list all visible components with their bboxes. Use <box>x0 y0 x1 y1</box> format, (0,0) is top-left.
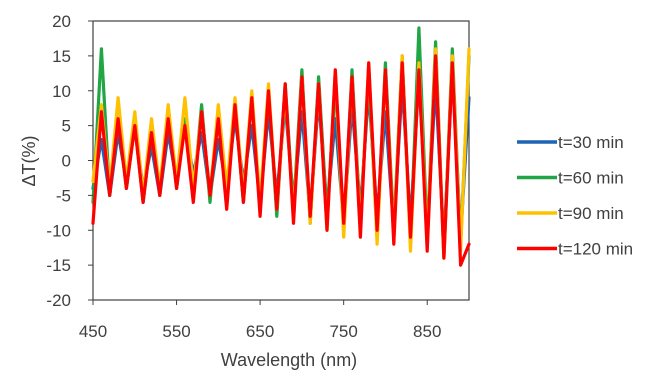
legend-label: t=90 min <box>558 204 624 223</box>
series-layer <box>91 26 471 267</box>
y-tick-label: 0 <box>62 152 71 171</box>
y-tick-layer: 20 15 10 5 0 -5 -10 -15 -20 <box>46 12 93 310</box>
x-tick-label: 650 <box>246 322 274 341</box>
y-tick-label: 10 <box>52 82 71 101</box>
legend-label: t=60 min <box>558 169 624 188</box>
x-axis-label: Wavelength (nm) <box>221 350 357 370</box>
x-tick-layer: 450 550 650 750 850 <box>79 300 441 341</box>
y-tick-label: 20 <box>52 12 71 31</box>
series-line-4 <box>91 54 471 267</box>
legend: t=30 min t=60 min t=90 min t=120 min <box>517 133 633 259</box>
x-tick-label: 750 <box>329 322 357 341</box>
y-tick-label: 15 <box>52 47 71 66</box>
x-tick-label: 450 <box>79 322 107 341</box>
y-tick-label: -5 <box>56 186 71 205</box>
y-tick-label: 5 <box>62 117 71 136</box>
legend-label: t=120 min <box>558 240 633 259</box>
y-axis-label: ΔT(%) <box>19 135 39 186</box>
y-tick-label: -15 <box>46 256 71 275</box>
x-tick-label: 850 <box>413 322 441 341</box>
legend-label: t=30 min <box>558 133 624 152</box>
x-tick-label: 550 <box>162 322 190 341</box>
y-tick-label: -10 <box>46 221 71 240</box>
y-tick-label: -20 <box>46 291 71 310</box>
